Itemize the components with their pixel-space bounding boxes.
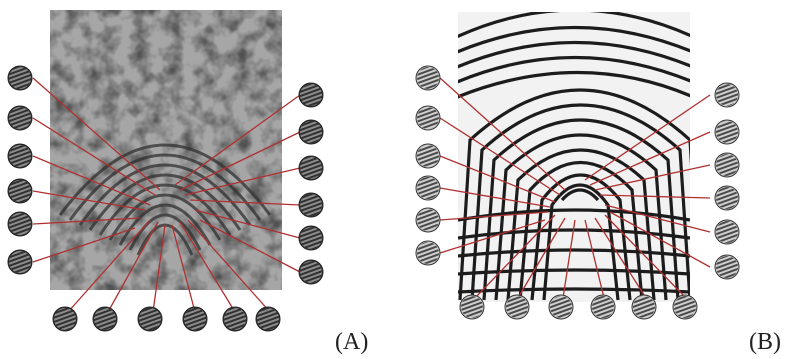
panel-a-connector-lines bbox=[32, 77, 301, 313]
panel-b-ridge-patch-discs bbox=[415, 65, 740, 320]
panel-b-label: (B) bbox=[749, 329, 781, 355]
panel-b-connector-lines bbox=[439, 77, 711, 299]
panel-b-fingerprint-image bbox=[458, 12, 690, 302]
panel-a-ridge-patch-discs bbox=[7, 65, 324, 332]
panel-a-fingerprint-image bbox=[50, 10, 282, 290]
panel-a-label: (A) bbox=[335, 329, 369, 355]
